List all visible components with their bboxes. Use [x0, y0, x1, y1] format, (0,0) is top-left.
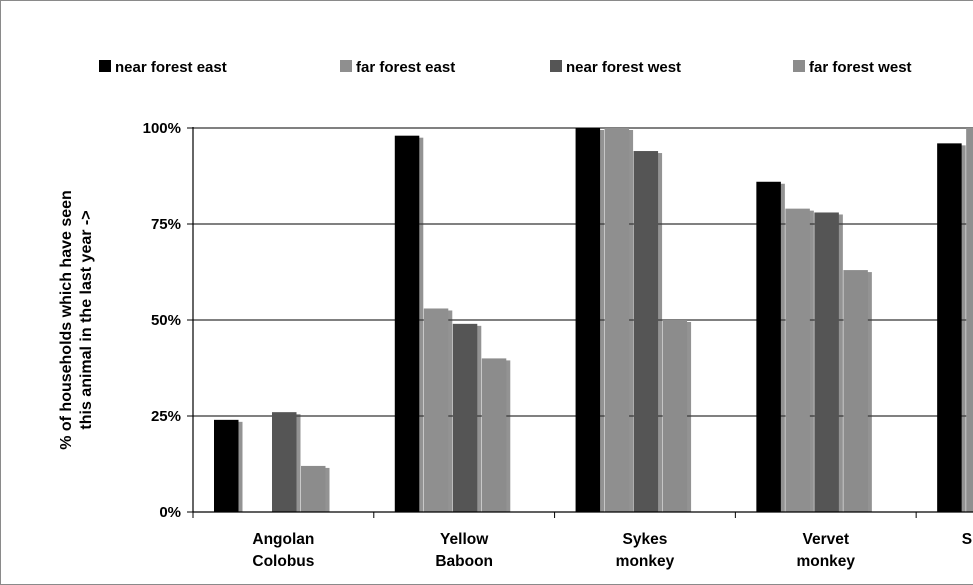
bar-2-3: [662, 320, 692, 512]
bar-face: [452, 323, 478, 512]
y-tick-label-4: 100%: [143, 120, 181, 137]
category-label-3-0: Vervet: [802, 531, 849, 548]
legend-swatch-1: [340, 60, 352, 72]
category-label-3-1: monkey: [796, 553, 855, 570]
legend-swatch-3: [793, 60, 805, 72]
category-label-4-0: Small-Eared: [962, 531, 973, 548]
bar-1-3: [481, 358, 511, 512]
category-label-1-1: Baboon: [435, 553, 493, 570]
bar-3-1: [785, 208, 814, 512]
bar-face: [481, 358, 507, 512]
y-tick-label-3: 75%: [151, 216, 181, 233]
bar-face: [604, 128, 630, 512]
bar-0-2: [272, 412, 301, 512]
bar-2-0: [575, 128, 605, 512]
y-tick-label-2: 50%: [151, 312, 181, 329]
category-label-0-0: Angolan: [252, 531, 314, 548]
bar-4-0: [937, 143, 966, 513]
bar-face: [301, 465, 326, 512]
bar-1-2: [452, 323, 482, 512]
y-axis-label-line-0: % of households which have seen: [58, 190, 75, 450]
category-label-2-0: Sykes: [623, 531, 668, 548]
x-category-labels: Angolan Colobus Yellow Baboon Sykes monkey Ver…: [252, 531, 973, 570]
bar-1-0: [394, 135, 424, 512]
axes: [187, 127, 973, 518]
y-tick-label-1: 25%: [151, 408, 181, 425]
bar-face: [814, 212, 839, 513]
bar-2-1: [604, 128, 634, 512]
bar-3-2: [814, 212, 843, 513]
bar-0-3: [301, 465, 330, 512]
bar-4-1: [966, 128, 973, 512]
bar-face: [662, 320, 688, 512]
bar-face: [633, 151, 659, 513]
bar-0-0: [214, 419, 243, 512]
legend-label-3: far forest west: [809, 59, 912, 76]
legend-label-2: near forest west: [566, 59, 681, 76]
bars: [214, 128, 973, 513]
bar-face: [966, 128, 973, 512]
bar-face: [272, 412, 297, 512]
legend-swatch-0: [99, 60, 111, 72]
bar-face: [575, 128, 601, 512]
y-tick-labels: 0% 25% 50% 75% 100%: [143, 120, 181, 521]
y-axis-label-line-1: this animal in the last year ->: [78, 210, 95, 429]
bar-face: [394, 135, 420, 512]
bar-face: [843, 270, 868, 512]
bar-3-0: [756, 181, 785, 512]
bar-face: [214, 419, 239, 512]
bar-1-1: [423, 308, 453, 512]
bar-face: [785, 208, 810, 512]
y-tick-label-0: 0%: [159, 504, 181, 521]
bar-face: [423, 308, 449, 512]
bar-3-3: [843, 270, 872, 512]
bar-face: [937, 143, 962, 513]
legend: near forest east far forest east near fore…: [99, 59, 912, 76]
y-axis-label: % of households which have seen this anim…: [58, 190, 95, 450]
category-label-1-0: Yellow: [440, 531, 489, 548]
category-label-0-1: Colobus: [252, 553, 314, 570]
legend-label-0: near forest east: [115, 59, 227, 76]
bar-2-2: [633, 151, 663, 513]
legend-swatch-2: [550, 60, 562, 72]
category-label-2-1: monkey: [616, 553, 675, 570]
bar-face: [756, 181, 781, 512]
legend-label-1: far forest east: [356, 59, 455, 76]
